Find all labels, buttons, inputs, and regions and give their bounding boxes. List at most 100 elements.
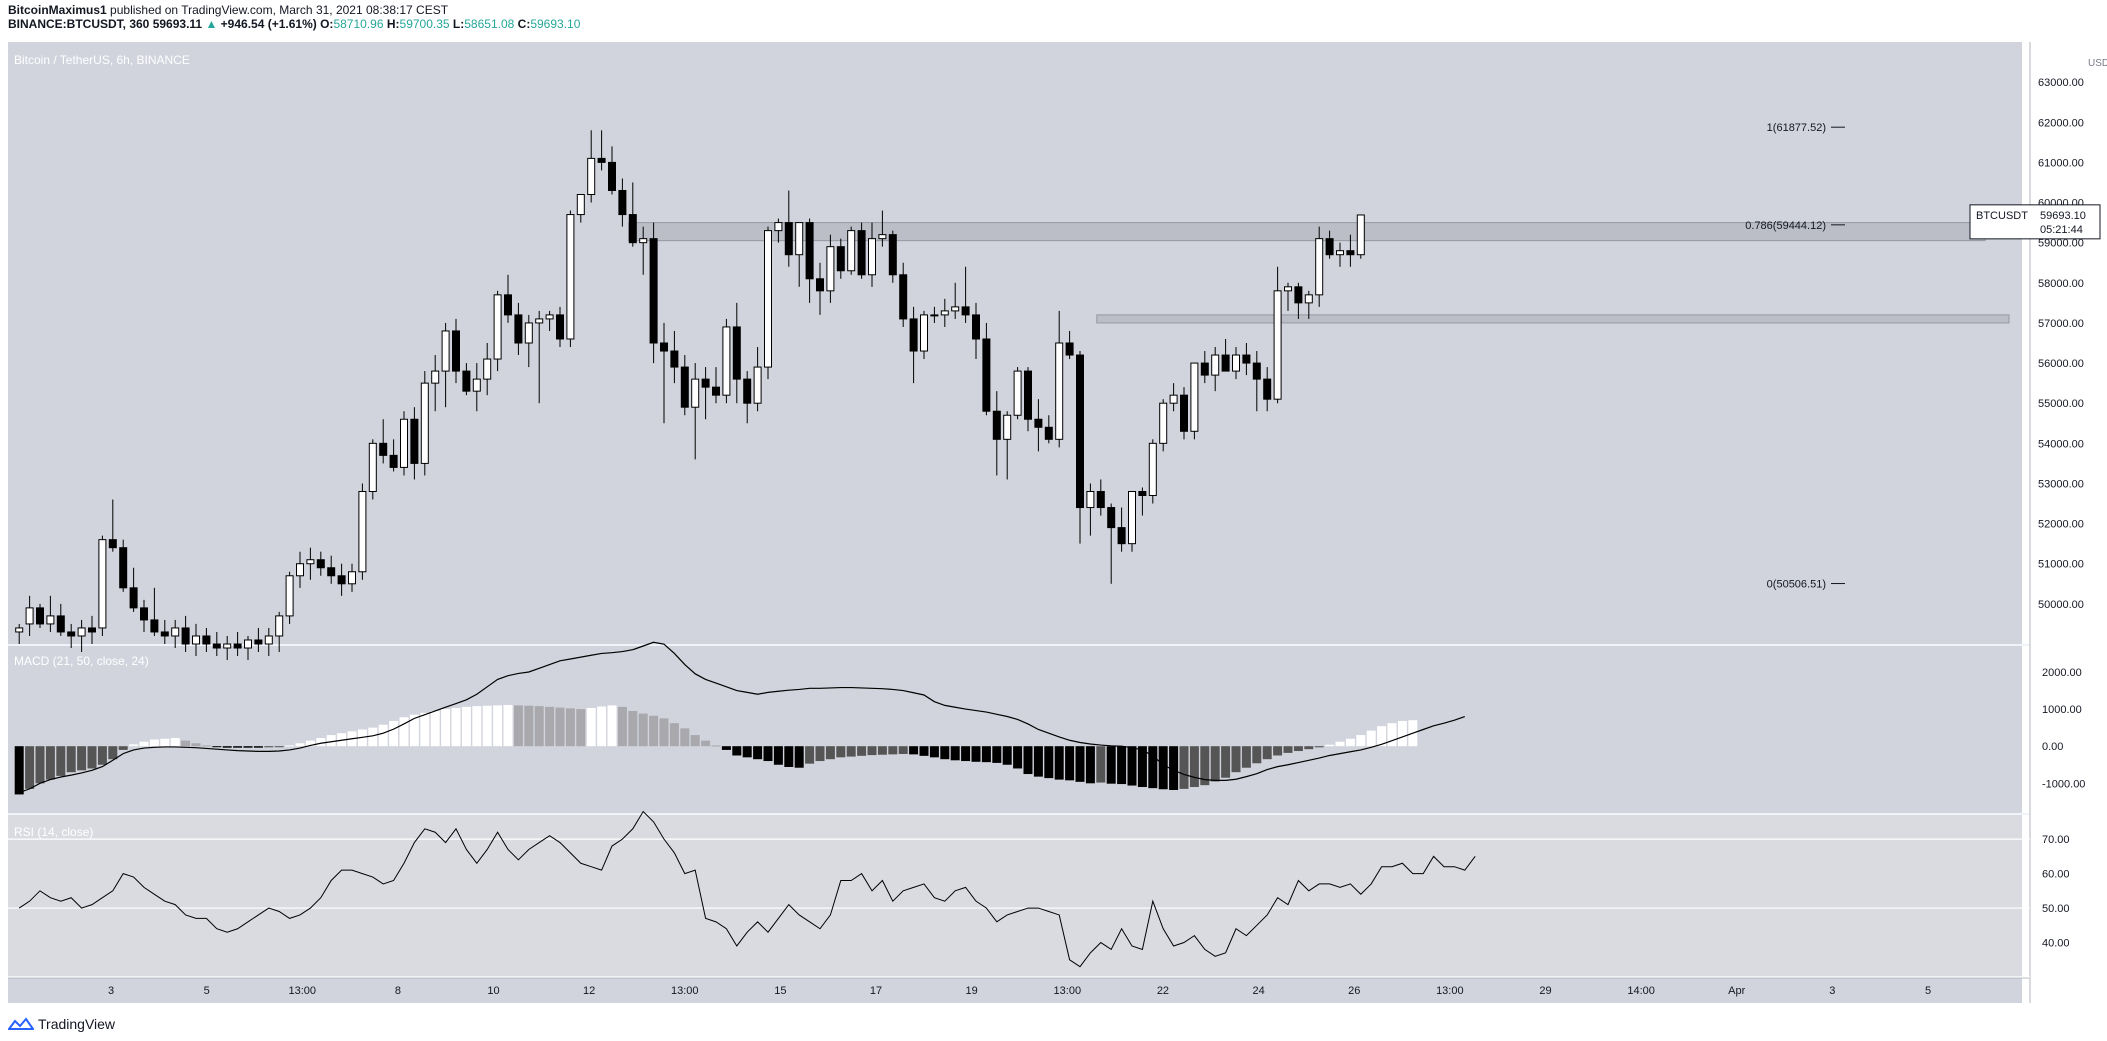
candle — [150, 619, 159, 633]
macd-histogram-bar — [35, 746, 45, 784]
macd-histogram-bar — [97, 746, 107, 765]
macd-histogram-bar — [285, 745, 295, 747]
macd-histogram-bar — [160, 738, 170, 747]
macd-histogram-bar — [1013, 746, 1023, 769]
macd-histogram-bar — [680, 728, 690, 747]
macd-histogram-bar — [1366, 730, 1376, 747]
macd-histogram-bar — [597, 706, 607, 747]
macd-histogram-bar — [628, 710, 638, 747]
candle — [920, 314, 928, 352]
candle — [410, 418, 419, 464]
macd-histogram-bar — [118, 746, 128, 750]
macd-histogram-bar — [1158, 746, 1168, 790]
last-price: 59693.11 — [152, 17, 203, 31]
candle — [816, 278, 824, 292]
macd-histogram-bar — [513, 705, 523, 747]
price-pane[interactable] — [8, 42, 2022, 644]
candle — [826, 246, 835, 292]
candle — [545, 314, 554, 320]
candle — [732, 326, 741, 380]
macd-histogram-bar — [378, 724, 388, 747]
macd-histogram-bar — [1085, 746, 1095, 784]
macd-histogram-bar — [1293, 746, 1303, 752]
candle — [25, 607, 34, 625]
candle — [400, 418, 408, 468]
candle — [857, 230, 866, 276]
macd-histogram-bar — [617, 706, 627, 747]
candle — [836, 246, 845, 272]
candle — [847, 230, 856, 272]
close-label: C: — [517, 17, 531, 31]
macd-histogram-bar — [222, 746, 232, 748]
rsi-line — [18, 810, 1476, 968]
candle — [1003, 414, 1012, 440]
candle — [1055, 342, 1064, 440]
candle — [212, 643, 221, 649]
ohlc-line: BINANCE:BTCUSDT, 360 59693.11 ▲ +946.54 … — [8, 16, 580, 32]
macd-histogram-bar — [1002, 746, 1012, 765]
macd-histogram-bar — [233, 746, 243, 748]
candle — [1263, 378, 1272, 400]
candle — [1325, 238, 1334, 256]
macd-tick-label: -1000.00 — [2042, 778, 2085, 790]
author-name[interactable]: BitcoinMaximus1 — [8, 3, 107, 17]
macd-histogram-bar — [981, 746, 991, 763]
candle — [1034, 418, 1043, 428]
candle — [972, 314, 980, 340]
published-text: published on TradingView.com, March 31, … — [110, 3, 449, 17]
footer-logo[interactable]: TradingView — [8, 1016, 115, 1032]
candle — [192, 635, 200, 645]
candle — [1096, 490, 1105, 509]
macd-histogram-bar — [430, 710, 440, 747]
macd-pane[interactable] — [8, 646, 2022, 813]
macd-histogram-bar — [649, 715, 659, 747]
macd-histogram-bar — [1054, 746, 1064, 780]
candle — [805, 222, 814, 280]
macd-histogram-bar — [961, 746, 971, 762]
macd-histogram-bar — [638, 713, 648, 747]
rsi-pane[interactable] — [8, 815, 2022, 978]
macd-histogram-bar — [919, 746, 929, 756]
candle — [514, 314, 523, 344]
price-tick-label: 58000.00 — [2038, 278, 2084, 290]
candle — [202, 635, 211, 645]
candle — [254, 639, 263, 645]
macd-histogram-bar — [56, 746, 66, 776]
fib-label: 0.786(59444.12) — [1745, 220, 1826, 232]
candle — [608, 161, 616, 191]
footer-brand: TradingView — [38, 1016, 116, 1032]
macd-histogram-bar — [565, 708, 575, 747]
candle — [618, 189, 627, 216]
macd-histogram-bar — [1200, 746, 1210, 786]
candle — [556, 314, 564, 340]
candle — [46, 615, 55, 625]
candle — [1346, 250, 1355, 256]
candle — [712, 386, 720, 396]
candle — [181, 627, 190, 645]
candle — [930, 314, 939, 317]
candle — [493, 294, 502, 360]
time-tick-label: 22 — [1157, 985, 1169, 997]
candle — [296, 563, 304, 577]
macd-histogram-bar — [909, 746, 919, 755]
macd-histogram-bar — [794, 746, 804, 768]
price-axis[interactable] — [2030, 42, 2106, 1003]
macd-histogram-bar — [1065, 746, 1075, 781]
resistance-zone — [1096, 314, 2010, 324]
candle — [1221, 354, 1230, 372]
price-tick-label: 56000.00 — [2038, 358, 2084, 370]
candle — [888, 234, 897, 276]
macd-histogram-bar — [898, 746, 908, 754]
candle — [660, 342, 668, 352]
candle — [77, 627, 86, 637]
candle — [680, 366, 689, 408]
macd-histogram-bar — [950, 746, 960, 761]
macd-histogram-bar — [409, 714, 419, 747]
macd-histogram-bar — [77, 746, 87, 771]
candle — [639, 238, 648, 244]
macd-histogram-bar — [45, 746, 55, 780]
macd-histogram-bar — [1137, 746, 1147, 788]
time-tick-label: Apr — [1728, 985, 1745, 997]
macd-histogram-bar — [867, 746, 877, 756]
